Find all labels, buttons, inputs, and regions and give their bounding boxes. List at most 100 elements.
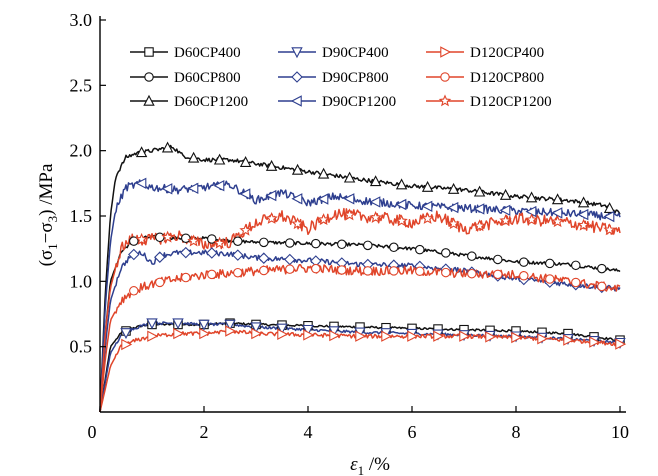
series-marker-D120CP1200 [421,211,434,224]
legend-item-D120CP800: D120CP800 [426,70,544,86]
series-marker-D120CP800 [545,274,555,284]
legend-item-D90CP400: D90CP400 [278,45,389,61]
series-marker-D90CP1200 [291,193,303,205]
legend-label: D120CP1200 [470,94,552,110]
axes [99,16,626,413]
series-marker-D60CP800 [363,240,373,251]
legend-marker [291,71,303,83]
legend-item-D90CP800: D90CP800 [278,70,389,86]
series-marker-D60CP800 [493,254,503,265]
series-marker-D120CP400 [485,331,497,343]
series-marker-D60CP800 [207,234,217,244]
series-marker-D120CP400 [537,333,549,345]
y-tick-label: 2.5 [70,75,93,95]
series-marker-D60CP800 [285,238,295,248]
series-marker-D60CP1200 [187,151,200,163]
x-tick-label: 2 [200,422,209,442]
series-marker-D60CP1200 [577,196,590,208]
series-marker-D60CP1200 [213,153,226,165]
series-marker-D60CP800 [155,232,165,243]
series-marker-D60CP1200 [551,193,564,205]
y-tick-label: 2.0 [70,141,93,161]
series-marker-D120CP1200 [317,213,330,226]
series-marker-D120CP800 [155,277,165,288]
series-marker-D60CP1200 [447,182,460,194]
series-marker-D120CP800 [571,277,581,288]
series-marker-D120CP400 [329,329,341,342]
legend-label: D60CP800 [174,70,241,86]
series-marker-D120CP1200 [499,214,512,227]
series-marker-D90CP400 [302,324,314,336]
series-marker-D60CP800 [441,248,451,258]
y-axis-open: (σ [36,250,57,267]
series-marker-D120CP400 [407,330,419,342]
x-axis-symbol: ε [350,454,358,475]
series-marker-D120CP400 [355,330,367,342]
legend-label: D90CP400 [322,45,389,61]
series-marker-D90CP1200 [395,198,407,211]
series-marker-D120CP1200 [447,217,460,230]
x-tick-label: 4 [304,422,313,442]
series-marker-D120CP800 [493,269,503,280]
y-axis-sub1: 1 [45,243,60,250]
series-marker-D90CP400 [276,323,288,335]
series-marker-D120CP800 [597,281,607,292]
series-marker-D120CP1200 [291,217,304,230]
legend-marker [143,94,155,106]
series-marker-D90CP1200 [317,193,329,205]
series-marker-D90CP400 [172,318,184,330]
series-marker-D60CP1200 [239,156,252,167]
series-marker-D60CP1200 [135,146,148,158]
series-marker-D120CP1200 [187,234,200,247]
series-marker-D60CP800 [519,257,529,267]
series-marker-D90CP1200 [239,188,251,200]
series-marker-D90CP400 [120,328,132,340]
series-line-D120CP1200 [99,207,621,413]
series-marker-D60CP1200 [161,141,174,153]
series-marker-D90CP1200 [369,196,381,208]
series-marker-D60CP800 [259,237,269,248]
y-tick-label: 1.5 [70,206,93,226]
legend-marker [440,72,450,82]
series-marker-D60CP1200 [395,178,408,190]
series-marker-D60CP1200 [499,188,512,200]
series-marker-D60CP800 [571,260,581,271]
series-marker-D60CP1200 [421,180,434,192]
series-marker-D90CP1200 [343,193,355,205]
x-axis-title: ε1 /% [350,454,390,476]
series-marker-D60CP800 [129,236,139,246]
series-marker-D60CP800 [311,238,321,249]
series-marker-D120CP400 [459,330,471,342]
series-marker-D120CP400 [225,325,237,337]
y-axis-title: (σ1−σ3) /MPa [36,163,60,266]
series-marker-D120CP800 [233,267,243,278]
series-marker-D60CP1200 [265,159,278,171]
y-tick-label: 0.5 [70,337,93,357]
series-marker-D60CP1200 [317,167,330,179]
series-marker-D90CP1200 [499,204,511,217]
series-marker-D90CP1200 [603,210,615,223]
series-marker-D90CP400 [146,318,158,330]
y-axis-close: ) /MPa [36,163,57,216]
series-marker-D120CP1200 [161,230,174,243]
legend-label: D120CP800 [470,70,544,86]
series-marker-D120CP800 [259,265,269,276]
legend-item-D120CP400: D120CP400 [426,45,544,61]
series-marker-D120CP400 [511,331,523,344]
series-lines [99,144,621,413]
series-marker-D120CP800 [363,266,373,276]
series-marker-D120CP400 [615,338,627,350]
series-marker-D120CP400 [589,336,601,348]
legend-item-D60CP400: D60CP400 [130,45,241,61]
y-axis-sub2: 3 [45,216,60,223]
x-tick-label: 8 [512,422,521,442]
series-marker-D120CP1200 [213,236,226,249]
series-marker-D120CP800 [467,268,477,279]
series-marker-D90CP1200 [265,189,277,202]
legend-item-D90CP1200: D90CP1200 [278,94,396,110]
series-marker-D90CP1200 [161,183,173,195]
series-marker-D120CP800 [415,266,425,277]
series-markers [120,141,627,351]
series-marker-D60CP800 [467,251,477,261]
